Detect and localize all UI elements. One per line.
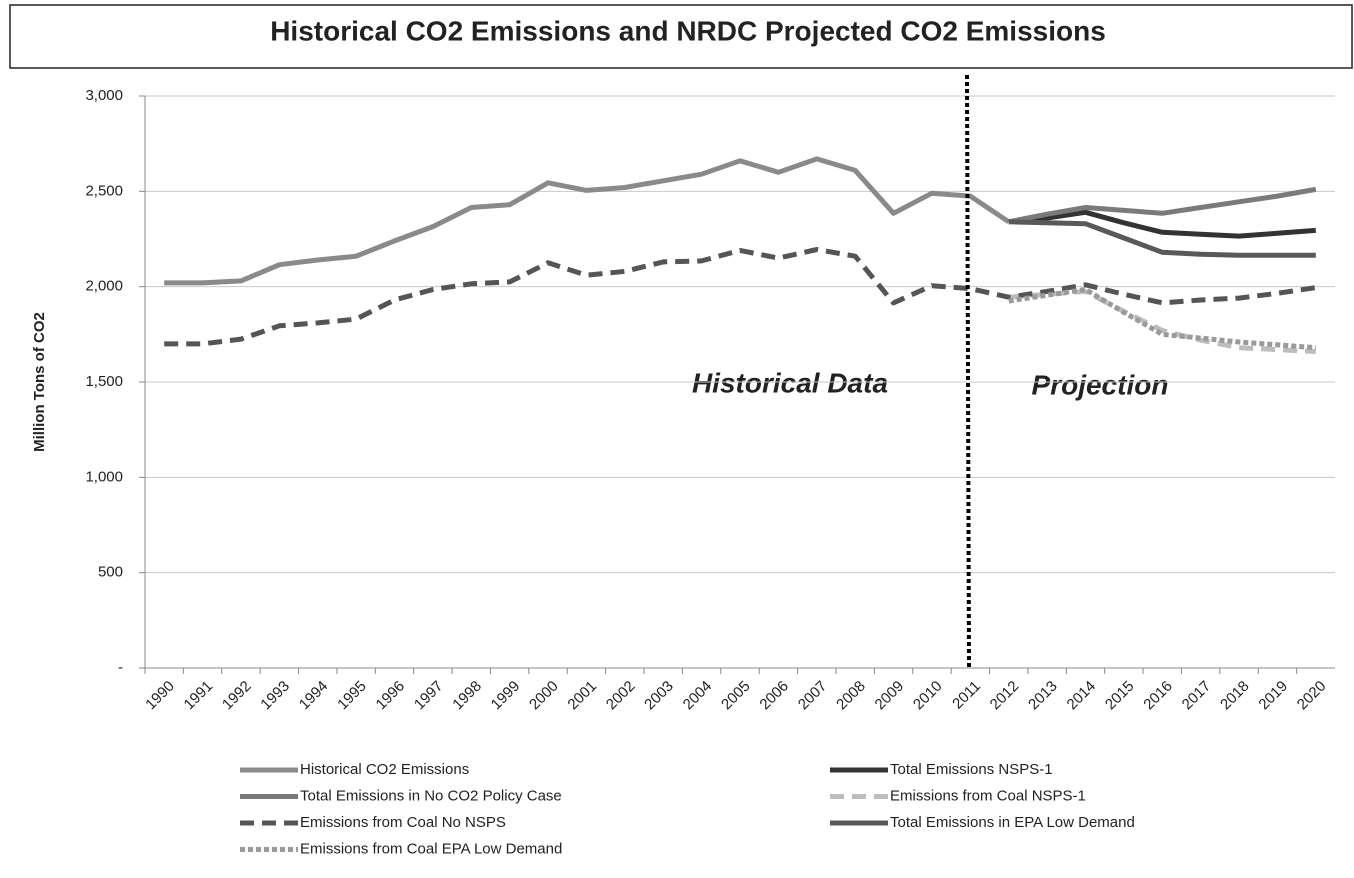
x-tick-label: 2000	[526, 678, 562, 714]
annotation: Projection	[1032, 369, 1169, 400]
y-tick-label: 2,000	[85, 278, 123, 295]
y-tick-label: 1,000	[85, 468, 123, 485]
x-tick-label: 2015	[1102, 678, 1138, 714]
x-tick-label: 1995	[334, 678, 370, 714]
series-line	[1008, 209, 1316, 239]
y-tick-label: 2,500	[85, 182, 123, 199]
x-tick-label: 2017	[1179, 678, 1215, 714]
x-tick-label: 2012	[987, 678, 1023, 714]
series-line	[164, 247, 1317, 347]
series-line	[164, 156, 1011, 286]
y-axis-label: Million Tons of CO2	[31, 312, 48, 452]
x-tick-label: 1998	[449, 678, 485, 714]
x-tick-label: 2010	[910, 678, 946, 714]
x-tick-label: 1994	[296, 678, 332, 714]
y-tick-label: 1,500	[85, 373, 123, 390]
title-box	[9, 4, 1353, 69]
legend: Historical CO2 Emissions Total Emissions …	[240, 761, 1135, 857]
x-tick-label: 2001	[564, 678, 600, 714]
series-line	[1008, 287, 1316, 351]
x-tick-label: 1999	[488, 678, 524, 714]
x-tick-label: 2008	[833, 678, 869, 714]
x-tick-label: 2007	[795, 678, 831, 714]
x-tick-label: 2002	[603, 678, 639, 714]
x-tick-label: 2003	[641, 678, 677, 714]
y-tick-label: -	[118, 659, 123, 676]
x-tick-label: 1996	[373, 678, 409, 714]
x-tick-label: 1992	[219, 678, 255, 714]
x-tick-label: 2014	[1063, 678, 1099, 714]
x-tick-label: 2019	[1255, 678, 1291, 714]
x-tick-label: 1991	[181, 678, 217, 714]
divider-line	[965, 74, 971, 669]
legend-label: Total Emissions in EPA Low Demand	[890, 814, 1135, 831]
annotation: Historical Data	[692, 367, 888, 398]
series-line	[1008, 219, 1316, 258]
x-tick-label: 2006	[756, 678, 792, 714]
x-tick-label: 2004	[680, 678, 716, 714]
x-tick-label: 2016	[1140, 678, 1176, 714]
x-tick-label: 2009	[872, 678, 908, 714]
x-tick-label: 2013	[1025, 678, 1061, 714]
chart-title: Historical CO2 Emissions and NRDC Projec…	[270, 15, 1106, 46]
x-tick-label: 2005	[718, 678, 754, 714]
x-tick-label: 1990	[142, 678, 178, 714]
y-tick-label: 3,000	[85, 87, 123, 104]
series-line	[1008, 186, 1317, 225]
legend-label: Emissions from Coal No NSPS	[300, 814, 506, 831]
legend-label: Emissions from Coal NSPS-1	[890, 787, 1086, 804]
legend-label: Emissions from Coal EPA Low Demand	[300, 840, 562, 857]
plot	[164, 156, 1317, 354]
legend-label: Total Emissions NSPS-1	[890, 761, 1053, 778]
x-tick-label: 1993	[257, 678, 293, 714]
legend-label: Historical CO2 Emissions	[300, 761, 469, 778]
x-tick-label: 1997	[411, 678, 447, 714]
y-tick-label: 500	[98, 564, 123, 581]
x-tick-label: 2018	[1217, 678, 1253, 714]
x-tick-label: 2011	[949, 678, 984, 713]
legend-label: Total Emissions in No CO2 Policy Case	[300, 787, 562, 804]
x-tick-label: 2020	[1294, 678, 1330, 714]
